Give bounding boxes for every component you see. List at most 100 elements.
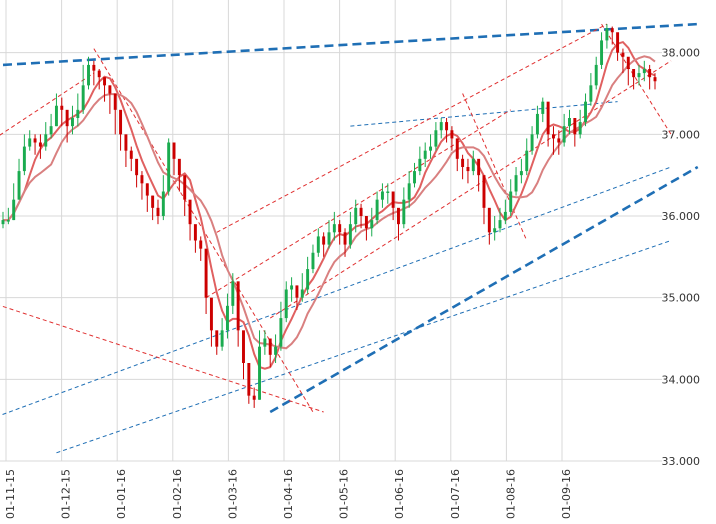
candle-body <box>177 158 181 176</box>
candle-body <box>359 207 363 216</box>
candle-body <box>487 207 491 233</box>
candle-body <box>225 305 229 331</box>
candle-body <box>129 150 133 159</box>
candle-body <box>364 216 368 229</box>
candle-body <box>546 101 550 135</box>
candle-body <box>199 240 203 249</box>
candle-body <box>33 138 37 143</box>
candle-body <box>605 28 609 41</box>
candle-body <box>306 269 310 290</box>
candle-body <box>525 150 529 172</box>
candle-body <box>530 134 534 151</box>
candle-body <box>236 281 240 331</box>
candle-body <box>648 69 652 78</box>
candle-body <box>621 52 625 57</box>
candle-body <box>327 232 331 245</box>
candle-body <box>81 85 85 110</box>
candle-body <box>445 122 449 131</box>
candle-body <box>557 138 561 143</box>
candle-body <box>311 252 315 270</box>
trendline <box>0 166 672 416</box>
x-tick-label: 01-03-16 <box>226 469 239 519</box>
candle-body <box>193 224 197 241</box>
candle-body <box>161 191 165 216</box>
candle-body <box>653 77 657 82</box>
x-tick-label: 01-08-16 <box>504 469 517 519</box>
moving-average-line <box>3 55 656 350</box>
candle-body <box>295 285 299 298</box>
candle-body <box>551 134 555 139</box>
candle-body <box>391 191 395 208</box>
trendline <box>350 101 618 127</box>
y-tick-label: 38.000 <box>662 47 701 60</box>
candle-body <box>12 199 16 221</box>
candle-body <box>338 224 342 233</box>
candle-body <box>455 138 459 159</box>
x-axis-ticks: 01-11-15 01-12-15 01-01-16 01-02-16 01-03-16… <box>4 469 573 519</box>
y-tick-label: 36.000 <box>662 210 701 223</box>
candle-body <box>290 285 294 290</box>
candle-body <box>6 220 10 222</box>
candle-body <box>407 183 411 200</box>
candle-body <box>252 395 256 400</box>
candle-body <box>242 330 245 363</box>
x-tick-label: 01-02-16 <box>171 469 184 519</box>
trendline <box>601 23 672 135</box>
candle-body <box>413 171 416 184</box>
candle-body <box>44 134 48 147</box>
candle-body <box>1 220 5 225</box>
candle-body <box>503 211 507 221</box>
candle-body <box>183 175 187 200</box>
candle-body <box>402 199 406 225</box>
y-tick-label: 33.000 <box>662 455 701 468</box>
trendline <box>216 23 608 233</box>
x-tick-label: 01-05-16 <box>338 469 351 519</box>
candle-body <box>418 158 422 172</box>
x-tick-label: 01-01-16 <box>115 469 128 519</box>
candle-body <box>642 69 646 74</box>
candle-body <box>439 122 443 131</box>
candle-body <box>332 224 336 233</box>
trendline <box>269 165 699 414</box>
candle-body <box>348 224 352 245</box>
candle-body <box>247 363 251 396</box>
candle-body <box>322 236 326 245</box>
candle-body <box>637 73 641 78</box>
candle-body <box>568 118 571 127</box>
candle-body <box>38 142 42 147</box>
candle-body <box>209 297 213 331</box>
candle-body <box>204 248 208 298</box>
x-tick-label: 01-04-16 <box>282 469 295 519</box>
trendline <box>0 304 324 413</box>
candle-body <box>54 105 58 127</box>
trendline <box>2 22 698 67</box>
candle-body <box>17 171 21 200</box>
candle-body <box>541 101 545 114</box>
candle-body <box>519 171 523 176</box>
y-tick-label: 34.000 <box>662 373 701 386</box>
candle-body <box>300 289 304 298</box>
candle-body <box>632 69 636 78</box>
x-tick-label: 01-09-16 <box>560 469 573 519</box>
y-axis-ticks: 38.000 37.000 36.000 35.000 34.000 33.000 <box>662 47 701 468</box>
candle-body <box>49 126 53 135</box>
x-tick-label: 01-07-16 <box>449 469 462 519</box>
candle-body <box>145 183 149 196</box>
candle-body <box>231 281 235 306</box>
candle-body <box>263 338 267 347</box>
candle-body <box>60 105 64 110</box>
candle-body <box>578 122 582 135</box>
candle-body <box>535 113 539 135</box>
trendline <box>269 60 672 319</box>
candle-body <box>584 101 587 123</box>
candle-body <box>140 175 144 184</box>
trendline <box>205 109 511 299</box>
candle-body <box>65 109 69 127</box>
candle-body <box>135 158 139 176</box>
candle-body <box>509 191 513 212</box>
candle-body <box>220 330 224 347</box>
candle-body <box>284 289 288 319</box>
candle-body <box>594 64 598 86</box>
trendline <box>462 93 528 241</box>
